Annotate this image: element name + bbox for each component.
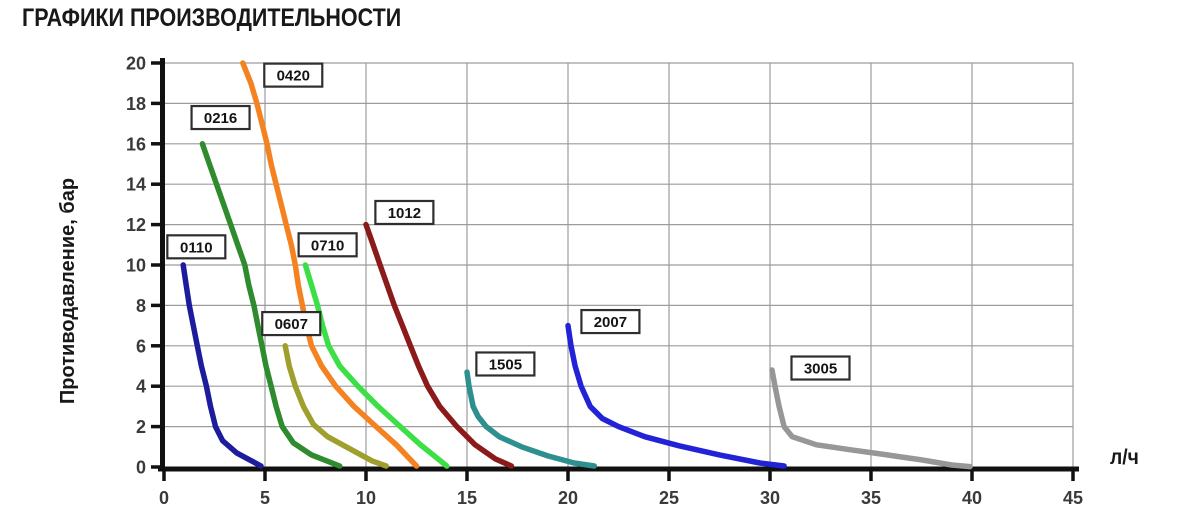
curve-0216 [199,141,343,469]
y-tick-label-4: 4 [136,377,146,397]
curve-label-box-2007 [580,308,641,335]
curve-label-box-1012 [374,199,435,226]
x-tick-label-20: 20 [558,488,578,508]
curve-label-box-0710 [297,232,358,258]
curve-label-box-0216 [190,104,251,131]
curve-label-0710: 0710 [311,237,344,254]
x-tick-label-0: 0 [159,488,169,508]
curve-label-box-0607 [261,310,322,337]
curve-label-1012: 1012 [388,205,421,222]
curve-label-0110: 0110 [180,239,213,256]
x-tick-label-45: 45 [1063,488,1083,508]
y-tick-label-14: 14 [126,175,146,195]
x-tick-label-30: 30 [760,488,780,508]
curve-0607 [282,343,389,469]
x-tick-label-5: 5 [260,488,270,508]
curve-0420 [240,60,420,469]
curve-label-0216: 0216 [204,110,237,127]
curve-label-box-0110 [166,234,227,260]
y-tick-label-12: 12 [126,215,146,235]
x-tick-label-25: 25 [659,488,679,508]
curve-0710 [302,262,450,469]
y-tick-label-6: 6 [136,336,146,356]
curve-label-box-0420 [263,62,324,88]
x-tick-label-10: 10 [356,488,376,508]
x-tick-label-15: 15 [457,488,477,508]
y-tick-label-20: 20 [126,54,146,74]
curve-1012 [363,221,515,469]
page-title: ГРАФИКИ ПРОИЗВОДИТЕЛЬНОСТИ [22,4,402,32]
curve-label-0420: 0420 [277,68,310,85]
y-tick-label-2: 2 [136,417,146,437]
curve-label-box-1505 [475,351,536,377]
curve-label-box-3005 [790,355,851,381]
y-tick-label-10: 10 [126,256,146,276]
y-tick-label-18: 18 [126,94,146,114]
curve-label-2007: 2007 [594,314,627,331]
y-tick-label-16: 16 [126,134,146,154]
curve-2007 [565,322,787,469]
x-tick-label-35: 35 [861,488,881,508]
x-axis-unit-label: л/ч [1110,446,1139,469]
curve-label-1505: 1505 [489,356,522,373]
x-tick-label-40: 40 [962,488,982,508]
curve-label-0607: 0607 [275,316,308,333]
curve-1505 [464,369,598,469]
curve-label-3005: 3005 [804,361,837,378]
y-tick-label-0: 0 [136,458,146,478]
y-tick-label-8: 8 [136,296,146,316]
curve-3005 [769,367,973,470]
curve-0110 [180,262,264,469]
